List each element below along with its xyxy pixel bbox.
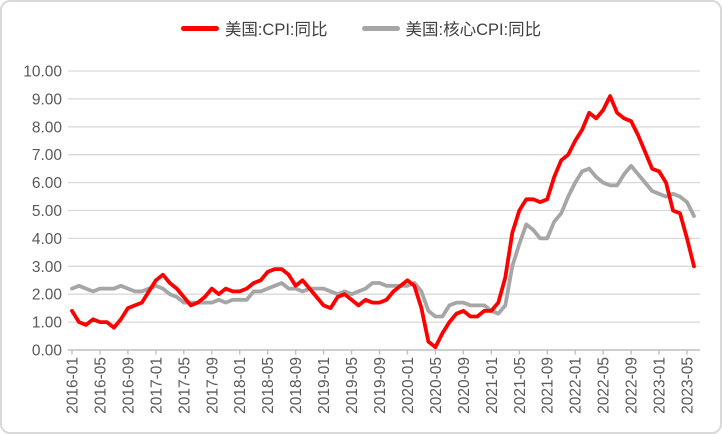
y-tick-label: 9.00 — [32, 91, 63, 108]
x-tick-label: 2022-01 — [568, 357, 585, 414]
x-tick-label: 2018-09 — [288, 357, 305, 414]
legend-line-swatch-cpi — [180, 25, 219, 31]
y-tick-label: 8.00 — [32, 119, 63, 136]
x-tick-label: 2017-01 — [148, 357, 165, 414]
legend-label-cpi: 美国:CPI:同比 — [224, 21, 328, 39]
y-tick-label: 7.00 — [32, 147, 63, 164]
x-tick-label: 2022-09 — [624, 357, 641, 414]
cpi-line-series — [70, 94, 696, 350]
chart-legend: 美国:CPI:同比 美国:核心CPI:同比 — [2, 16, 720, 40]
x-tick-label: 2021-05 — [512, 357, 529, 414]
x-tick-label: 2023-05 — [680, 357, 697, 414]
x-tick-label: 2020-01 — [400, 357, 417, 414]
legend-label-core-cpi: 美国:核心CPI:同比 — [405, 21, 542, 39]
x-tick-label: 2020-09 — [456, 357, 473, 414]
y-tick-label: 3.00 — [32, 259, 63, 276]
x-tick-label: 2020-05 — [428, 357, 445, 414]
x-tick-label: 2017-05 — [176, 357, 193, 414]
legend-item-core-cpi: 美国:核心CPI:同比 — [361, 16, 542, 40]
x-tick-label: 2019-09 — [372, 357, 389, 414]
x-tick-label: 2021-09 — [540, 357, 557, 414]
x-tick-label: 2016-01 — [65, 357, 82, 414]
x-tick-label: 2018-05 — [260, 357, 277, 414]
legend-line-swatch-core-cpi — [361, 25, 400, 31]
x-tick-label: 2016-09 — [120, 357, 137, 414]
x-axis-labels: 2016-01 2016-05 2016-09 2017-01 2017-05 2017-… — [65, 350, 697, 414]
y-tick-label: 2.00 — [32, 287, 63, 304]
y-tick-label: 1.00 — [32, 315, 63, 332]
core-cpi-line-series — [70, 163, 696, 319]
x-tick-label: 2022-05 — [596, 357, 613, 414]
y-tick-label: 4.00 — [32, 231, 63, 248]
y-tick-label: 0.00 — [32, 343, 63, 360]
y-tick-label: 6.00 — [32, 175, 63, 192]
x-tick-label: 2023-01 — [652, 357, 669, 414]
legend-item-cpi: 美国:CPI:同比 — [180, 16, 328, 40]
x-tick-label: 2016-05 — [92, 357, 109, 414]
x-tick-label: 2019-01 — [316, 357, 333, 414]
y-axis-labels: 0.00 1.00 2.00 3.00 4.00 5.00 6.00 7.00 8.00 9.00… — [23, 64, 62, 360]
x-tick-label: 2018-01 — [232, 357, 249, 414]
y-tick-label: 10.00 — [23, 64, 62, 81]
y-tick-label: 5.00 — [32, 203, 63, 220]
x-tick-label: 2019-05 — [344, 357, 361, 414]
x-tick-label: 2021-01 — [484, 357, 501, 414]
x-tick-label: 2017-09 — [204, 357, 221, 414]
